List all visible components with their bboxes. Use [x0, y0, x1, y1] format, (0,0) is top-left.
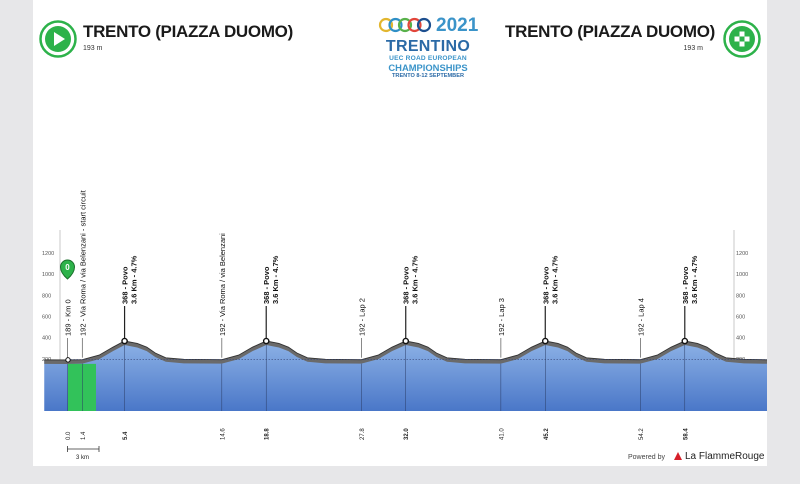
logo-ring [388, 17, 403, 33]
km-tick-group: 1.4 [81, 431, 87, 440]
marker-label-group: 192 - Lap 2 [357, 298, 366, 336]
marker-label: 192 - Lap 3 [497, 298, 506, 336]
y-tick-right: 800 [736, 293, 745, 299]
checkered-flag-icon [723, 20, 761, 58]
km-tick-group: 27.8 [360, 428, 366, 440]
climb-point [262, 337, 270, 345]
km-tick: 41.0 [499, 428, 505, 440]
marker-label-group: 368 - Povo 3.6 Km - 4.7% [402, 255, 420, 304]
km-tick: 1.4 [81, 431, 87, 440]
marker-label: 192 - Via Roma / via Belenzani - start c… [78, 189, 87, 336]
y-tick-right: 1000 [736, 272, 748, 278]
elevation-profile: 1200120010001000800800600600400400200200… [42, 189, 767, 461]
brand-label: La FlammeRouge [685, 451, 765, 462]
marker-label: 192 - Lap 4 [636, 298, 645, 336]
neutral-zone [68, 363, 96, 411]
marker-label: 368 - Povo [121, 266, 130, 304]
scale-label: 3 km [76, 455, 89, 461]
km-tick: 18.8 [265, 428, 271, 440]
km-tick: 0.0 [66, 431, 72, 440]
event-logo: 2021 TRENTINO UEC ROAD EUROPEAN CHAMPION… [376, 14, 480, 80]
logo-ring [378, 17, 394, 33]
km-tick: 54.2 [639, 428, 645, 440]
logo-line2: CHAMPIONSHIPS [388, 62, 468, 73]
y-tick-left: 800 [42, 293, 51, 299]
km-tick-group: 5.4 [123, 431, 129, 440]
marker-label-group: 192 - Via Roma / via Belenzani - start c… [78, 189, 87, 336]
start-pin-icon [59, 259, 76, 280]
km-tick-group: 14.6 [220, 428, 226, 440]
km-tick: 14.6 [220, 428, 226, 440]
marker-label: 192 - Lap 2 [357, 298, 366, 336]
flame-rouge-icon [674, 452, 682, 460]
profile-crest [44, 341, 767, 364]
start-pin-label: 0 [65, 263, 70, 272]
marker-label: 192 - Via Roma / via Belenzani [218, 233, 227, 336]
marker-sublabel: 3.6 Km - 4.7% [550, 255, 559, 304]
km-tick-group: 54.2 [639, 428, 645, 440]
km-tick: 5.4 [123, 431, 129, 440]
y-tick-right: 1200 [736, 251, 748, 257]
marker-sublabel: 3.6 Km - 4.7% [411, 255, 420, 304]
marker-label-group: 368 - Povo 3.6 Km - 4.7% [681, 255, 699, 304]
marker-label: 189 - Km 0 [64, 299, 73, 336]
logo-year: 2021 [436, 15, 479, 34]
y-tick-right: 400 [736, 336, 745, 342]
marker-sublabel: 3.6 Km - 4.7% [690, 255, 699, 304]
km-tick-group: 18.8 [265, 428, 271, 440]
logo-ring [416, 17, 432, 33]
start-point [65, 357, 71, 363]
marker-label-group: 189 - Km 0 [64, 299, 73, 336]
start-city: TRENTO (PIAZZA DUOMO) [83, 22, 293, 41]
logo-line1: UEC ROAD EUROPEAN [389, 55, 467, 62]
finish-elevation: 193 m [683, 45, 703, 52]
marker-label-group: 368 - Povo 3.6 Km - 4.7% [121, 255, 139, 304]
climb-point [121, 337, 128, 345]
climb-point [402, 337, 410, 345]
y-tick-right: 600 [736, 314, 745, 320]
km-tick-group: 41.0 [499, 428, 505, 440]
finish-city: TRENTO (PIAZZA DUOMO) [505, 22, 715, 41]
play-icon [39, 20, 77, 58]
logo-name: TRENTINO [385, 38, 471, 55]
climb-point [541, 337, 549, 345]
km-tick-group: 32.0 [404, 428, 410, 440]
rings-icon: 2021 [378, 15, 479, 36]
y-tick-left: 600 [42, 314, 51, 320]
marker-sublabel: 3.6 Km - 4.7% [130, 255, 139, 304]
powered-by-label: Powered by [628, 454, 665, 461]
marker-label-group: 192 - Via Roma / via Belenzani [218, 233, 227, 336]
y-tick-left: 1200 [42, 251, 54, 257]
marker-label: 368 - Povo [262, 266, 271, 304]
logo-ring [397, 17, 413, 33]
logo-ring [407, 17, 422, 33]
marker-label-group: 192 - Lap 4 [636, 298, 645, 336]
profile-line [44, 340, 767, 361]
marker-label-group: 368 - Povo 3.6 Km - 4.7% [541, 255, 559, 304]
marker-label: 368 - Povo [402, 266, 411, 304]
km-tick-group: 0.0 [66, 431, 72, 440]
logo-line3: TRENTO 8-12 SEPTEMBER [391, 73, 464, 79]
y-tick-left: 400 [42, 336, 51, 342]
km-tick-group: 58.4 [683, 428, 689, 440]
profile-sheet: TRENTO (PIAZZA DUOMO) 193 m 2021 TRENTIN… [33, 0, 767, 466]
climb-point [681, 337, 689, 345]
start-elevation: 193 m [83, 45, 103, 52]
marker-label-group: 368 - Povo 3.6 Km - 4.7% [262, 255, 280, 304]
y-tick-left: 1000 [42, 272, 54, 278]
km-tick: 45.2 [544, 428, 550, 440]
marker-label-group: 192 - Lap 3 [497, 298, 506, 336]
marker-label: 368 - Povo [681, 266, 690, 304]
km-tick: 58.4 [683, 428, 689, 440]
marker-sublabel: 3.6 Km - 4.7% [271, 255, 280, 304]
km-tick: 32.0 [404, 428, 410, 440]
km-tick-group: 45.2 [544, 428, 550, 440]
km-tick: 27.8 [360, 428, 366, 440]
marker-label: 368 - Povo [541, 266, 550, 304]
